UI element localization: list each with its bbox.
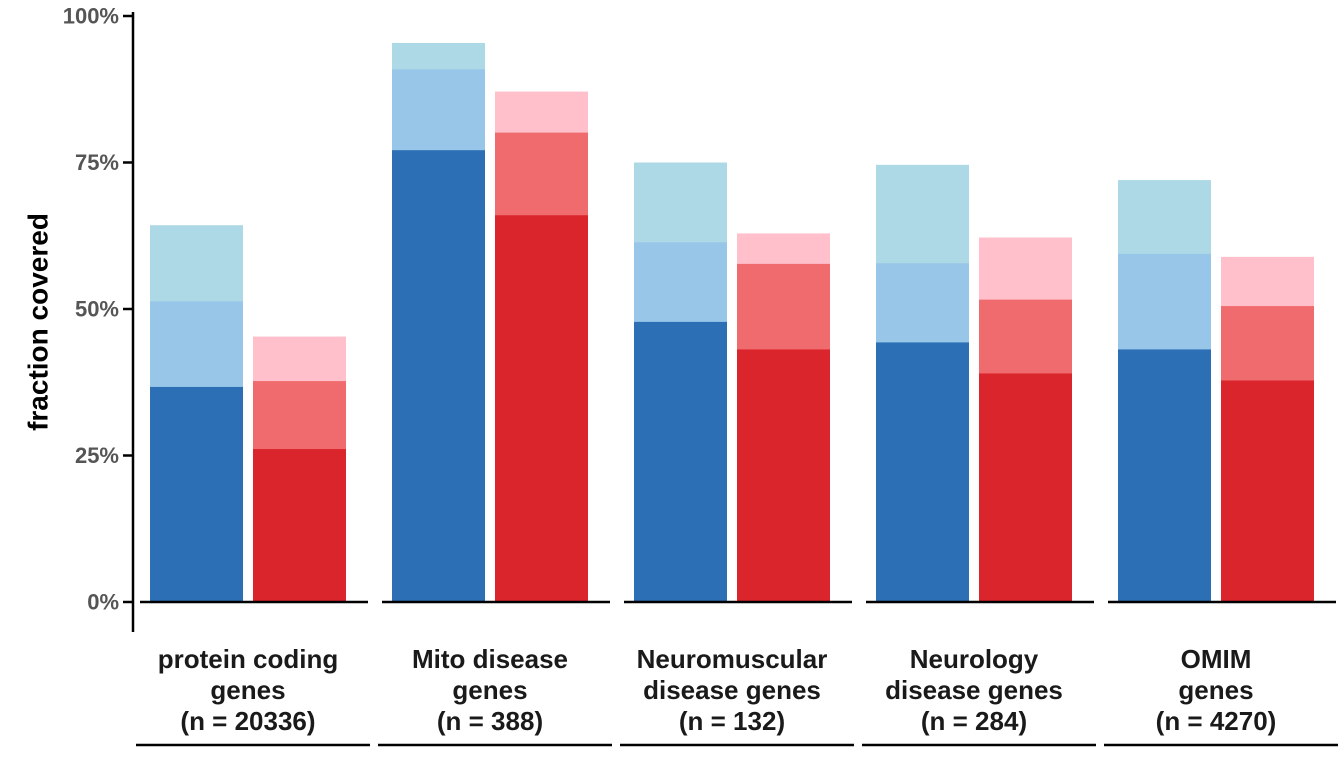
bar-cat4-series1-level0: [1221, 380, 1314, 602]
category-label-4-line1: genes: [1178, 675, 1253, 705]
category-label-0-line2: (n = 20336): [180, 706, 315, 736]
category-label-1-line2: (n = 388): [437, 706, 543, 736]
bar-cat3-series1-level0: [979, 373, 1072, 602]
y-tick-label-4: 100%: [63, 4, 119, 29]
category-label-4-line2: (n = 4270): [1156, 706, 1277, 736]
category-label-2-line0: Neuromuscular: [637, 644, 828, 674]
category-label-2-line1: disease genes: [643, 675, 821, 705]
bar-cat2-series0-level0: [634, 321, 727, 602]
bar-cat1-series0-level0: [392, 150, 485, 602]
y-axis-ticks: 0% 25% 50% 75% 100%: [63, 4, 133, 615]
category-label-3-line1: disease genes: [885, 675, 1063, 705]
y-tick-label-0: 0%: [87, 590, 119, 615]
category-label-0-line1: genes: [210, 675, 285, 705]
bar-cat0-series0-level0: [150, 386, 243, 602]
y-tick-label-3: 75%: [75, 150, 119, 175]
y-tick-label-2: 50%: [75, 297, 119, 322]
bar-cat3-series0-level0: [876, 342, 969, 602]
category-label-2-line2: (n = 132): [679, 706, 785, 736]
y-tick-label-1: 25%: [75, 443, 119, 468]
bar-cat0-series1-level0: [253, 449, 346, 602]
bar-cat2-series1-level0: [737, 349, 830, 602]
category-label-3-line2: (n = 284): [921, 706, 1027, 736]
bar-cat1-series1-level0: [495, 215, 588, 603]
category-label-3-line0: Neurology: [910, 644, 1039, 674]
y-axis-title: fraction covered: [23, 213, 54, 431]
bar-cat4-series0-level0: [1118, 349, 1211, 602]
bars-layer: [150, 42, 1314, 603]
category-label-4-line0: OMIM: [1181, 644, 1252, 674]
category-label-0-line0: protein coding: [158, 644, 339, 674]
category-label-1-line1: genes: [452, 675, 527, 705]
category-label-1-line0: Mito disease: [412, 644, 568, 674]
